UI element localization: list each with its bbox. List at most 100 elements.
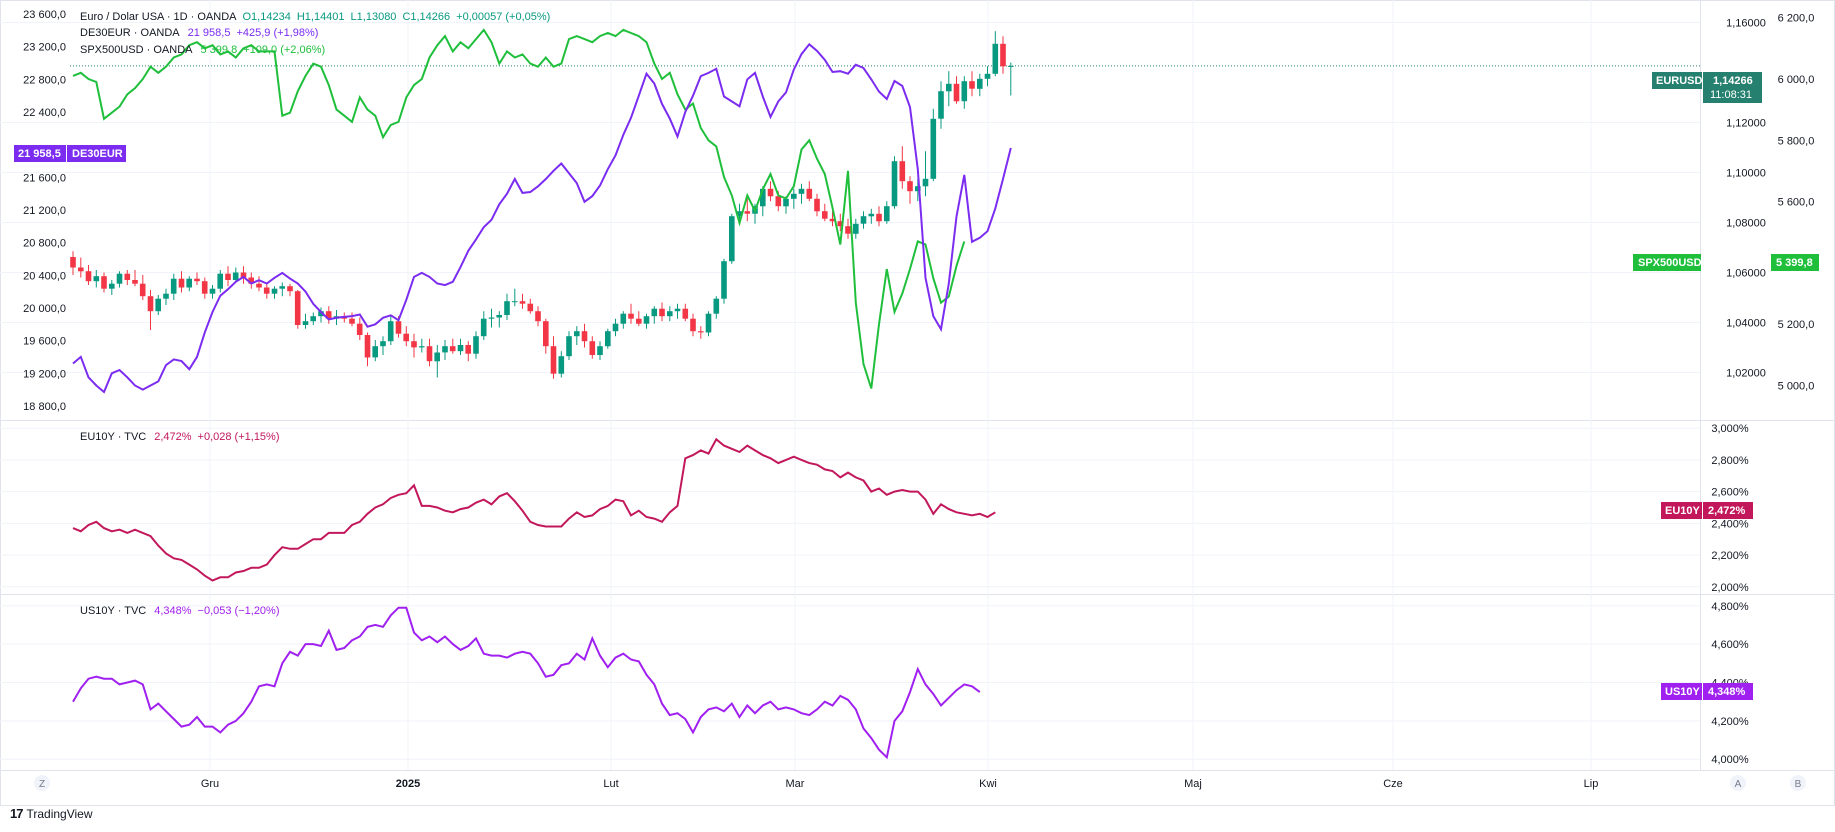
tag-us10y[interactable]: US10Y 4,348% (1661, 683, 1753, 700)
legend-us10y-change: −0,053 (−1,20%) (198, 605, 280, 617)
time-axis[interactable]: Gru 2025 Lut Mar Kwi Maj Cze Lip (201, 778, 1599, 790)
candle-body-71 (620, 313, 627, 324)
auto-scale-button-label: A (1735, 779, 1742, 790)
tag-eu10y[interactable]: EU10Y 2,472% (1661, 502, 1753, 519)
candle-body-30 (302, 321, 309, 325)
candle-body-80 (690, 318, 696, 332)
candle-body-43 (403, 333, 409, 342)
eu10y-pane[interactable]: 3,000% 2,800% 2,600% 2,400% 2,200% 2,000% (72, 423, 1749, 594)
candle-body-56 (504, 301, 510, 315)
tag-spx[interactable]: SPX500USD 5 399,8 (1633, 254, 1819, 271)
candle-body-100 (845, 226, 851, 234)
candle-body-66 (581, 331, 588, 342)
tradingview-logo[interactable]: 17 TradingView (10, 806, 93, 821)
candle-body-28 (287, 286, 293, 292)
time-label-lip: Lip (1584, 778, 1599, 790)
eurusd-candles (70, 31, 1014, 379)
candle-body-18 (209, 288, 216, 294)
scale-mode-button-bg (1790, 775, 1806, 791)
us10y-pane[interactable]: 4,800%4,600%4,400%4,200%4,000% (72, 601, 1749, 766)
legend-spx[interactable]: SPX500USD · OANDA 5 399,8 +109,0 (+2,06%) (80, 44, 325, 56)
legend-eurusd[interactable]: Euro / Dolar USA · 1D · OANDA O1,14234 H1,… (80, 11, 550, 23)
candle-body-67 (589, 341, 596, 355)
eu10y-tick-4: 2,200% (1711, 550, 1749, 562)
eu10y-price-scale[interactable]: 3,000% 2,800% 2,600% 2,400% 2,200% 2,000% (1711, 423, 1749, 594)
candle-body-1 (78, 267, 84, 272)
spx-tick-1: 6 000,0 (1778, 74, 1815, 86)
tag-spx-value-bg (1771, 254, 1819, 271)
tag-us10y-label: US10Y (1665, 686, 1701, 698)
legend-de30[interactable]: DE30EUR · OANDA 21 958,5 +425,9 (+1,98%) (80, 27, 318, 39)
candle-body-17 (201, 281, 208, 294)
candle-body-99 (837, 221, 844, 227)
tag-us10y-label-bg (1661, 683, 1702, 700)
candle-body-55 (496, 315, 502, 318)
legend-de30-change: +425,9 (+1,98%) (236, 27, 318, 39)
candle-body-104 (876, 213, 882, 222)
spx-price-scale[interactable]: 6 200,0 6 000,0 5 800,0 5 600,0 5 200,0 5 000… (1778, 13, 1815, 393)
spx-tick-4: 5 200,0 (1778, 319, 1815, 331)
eu10y-tick-2: 2,600% (1711, 487, 1749, 499)
tag-spx-value: 5 399,8 (1776, 257, 1813, 269)
eurusd-price-scale[interactable]: 1,16000 1,12000 1,10000 1,08000 1,06000 1,040… (1726, 18, 1766, 380)
tag-eu10y-label-bg (1661, 502, 1702, 519)
tag-us10y-value-bg (1703, 683, 1753, 700)
candle-body-3 (93, 276, 100, 282)
candle-body-72 (628, 313, 634, 319)
legend-eu10y-name: EU10Y · TVC (80, 431, 146, 443)
candle-body-58 (519, 301, 526, 304)
de30-price-scale[interactable]: 23 600,0 23 200,0 22 800,0 22 400,0 21 600,0… (23, 9, 66, 413)
de30-tick-4: 21 600,0 (23, 172, 66, 184)
candle-body-111 (930, 118, 937, 179)
main-pane[interactable]: 23 600,0 23 200,0 22 800,0 22 400,0 21 600,0… (23, 9, 1814, 413)
eu10y-tick-0: 3,000% (1711, 423, 1749, 435)
timezone-button[interactable]: Z (34, 775, 50, 791)
eurusd-tick-6: 1,02000 (1726, 368, 1766, 380)
candle-body-7 (124, 273, 131, 280)
de30-tick-2: 22 800,0 (23, 74, 66, 86)
candle-body-13 (170, 278, 177, 294)
legend-us10y[interactable]: US10Y · TVC 4,348% −0,053 (−1,20%) (80, 605, 280, 617)
auto-scale-button[interactable]: A (1730, 775, 1746, 791)
tag-de30[interactable]: 21 958,5 DE30EUR (14, 145, 126, 162)
legend-eu10y-change: +0,028 (+1,15%) (198, 431, 280, 443)
candle-body-29 (294, 291, 301, 325)
candle-body-113 (946, 83, 952, 92)
candle-body-112 (938, 91, 944, 119)
scale-mode-button[interactable]: B (1790, 775, 1806, 791)
eurusd-tick-5: 1,04000 (1726, 318, 1766, 330)
tag-eu10y-value: 2,472% (1708, 505, 1746, 517)
legend-spx-value: 5 399,8 (200, 44, 237, 56)
candle-body-22 (240, 272, 247, 278)
legend-eu10y-value: 2,472% (154, 431, 192, 443)
auto-scale-button-bg (1730, 775, 1746, 791)
legend-eurusd-change: +0,00057 (+0,05%) (456, 11, 550, 23)
time-label-gru: Gru (201, 778, 219, 790)
timezone-button-bg (34, 775, 50, 791)
tag-eurusd[interactable]: EURUSD 1,14266 11:08:31 (1652, 72, 1762, 103)
tag-eurusd-value-bg (1703, 72, 1762, 103)
tag-spx-label-bg (1633, 254, 1701, 271)
candle-body-110 (922, 178, 929, 187)
candle-body-61 (543, 321, 549, 347)
candle-body-54 (488, 317, 495, 319)
candle-body-70 (612, 323, 619, 332)
legend-eu10y[interactable]: EU10Y · TVC 2,472% +0,028 (+1,15%) (80, 431, 280, 443)
candle-body-109 (915, 186, 921, 192)
candle-body-2 (85, 271, 92, 282)
candle-body-9 (139, 283, 146, 297)
candle-body-108 (907, 181, 913, 192)
tag-de30-label-bg (67, 145, 126, 162)
candle-body-4 (101, 276, 107, 289)
candle-body-11 (155, 298, 161, 312)
us10y-line (72, 606, 981, 760)
eu10y-tick-1: 2,800% (1711, 455, 1749, 467)
candle-body-94 (798, 188, 805, 194)
eurusd-tick-3: 1,08000 (1726, 218, 1766, 230)
candle-body-119 (992, 43, 999, 74)
de30-tick-0: 23 600,0 (23, 9, 66, 21)
candle-body-116 (969, 81, 975, 89)
